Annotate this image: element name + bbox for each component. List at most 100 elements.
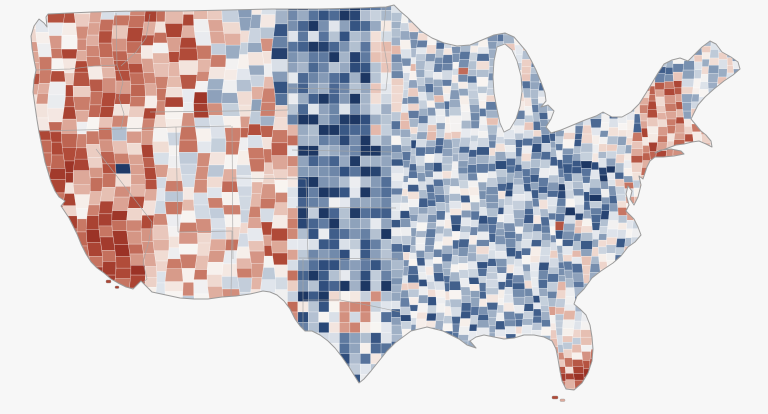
- county-cell: [709, 49, 720, 59]
- county-cell: [734, 362, 740, 371]
- county-cell: [755, 235, 764, 244]
- county-cell: [756, 36, 765, 44]
- county-cell: [655, 333, 667, 342]
- county-cell: [329, 406, 339, 414]
- county-cell: [328, 114, 340, 126]
- county-cell: [707, 265, 718, 273]
- county-cell: [435, 382, 446, 390]
- county-cell: [194, 255, 210, 270]
- state-border: [295, 206, 397, 209]
- county-cell: [31, 182, 38, 197]
- county-cell: [538, 90, 549, 98]
- county-cell: [633, 24, 641, 33]
- county-cell: [626, 25, 635, 33]
- county-cell: [349, 186, 361, 198]
- county-cell: [486, 124, 499, 135]
- county-cell: [360, 311, 371, 323]
- county-cell: [476, 53, 490, 62]
- county-cell: [193, 103, 210, 119]
- county-cell: [433, 358, 444, 367]
- county-cell: [287, 290, 299, 302]
- county-cell: [435, 26, 446, 36]
- county-cell: [273, 289, 288, 304]
- county-cell: [263, 63, 273, 77]
- county-cell: [625, 285, 635, 294]
- county-cell: [442, 362, 451, 371]
- county-cell: [656, 112, 667, 121]
- county-cell: [647, 17, 658, 26]
- county-cell: [563, 348, 573, 359]
- county-cell: [599, 310, 609, 318]
- county-cell: [522, 408, 533, 414]
- county-cell: [710, 24, 717, 33]
- county-cell: [633, 203, 641, 213]
- county-cell: [31, 208, 37, 220]
- county-cell: [400, 314, 412, 322]
- county-cell: [681, 164, 695, 173]
- county-cell: [763, 2, 768, 9]
- county-cell: [287, 62, 299, 74]
- county-cell: [88, 277, 103, 291]
- county-cell: [515, 156, 522, 165]
- county-cell: [441, 236, 453, 246]
- county-cell: [370, 155, 382, 167]
- county-cell: [663, 88, 676, 96]
- county-cell: [716, 306, 727, 314]
- county-cell: [259, 101, 276, 117]
- county-cell: [178, 139, 199, 153]
- county-cell: [328, 197, 340, 209]
- county-cell: [76, 133, 87, 149]
- county-cell: [441, 148, 453, 157]
- county-cell: [11, 357, 25, 369]
- county-cell: [548, 219, 556, 228]
- county-cell: [633, 297, 642, 308]
- county-cell: [0, 147, 10, 159]
- county-cell: [432, 86, 444, 96]
- county-cell: [624, 277, 635, 286]
- county-cell: [547, 273, 559, 283]
- county-cell: [85, 215, 100, 230]
- county-cell: [435, 137, 445, 147]
- county-cell: [452, 62, 460, 69]
- county-cell: [26, 407, 39, 414]
- county-cell: [478, 124, 488, 132]
- county-cell: [616, 193, 627, 202]
- county-cell: [402, 89, 409, 99]
- county-cell: [418, 10, 428, 18]
- county-cell: [540, 126, 550, 135]
- county-cell: [715, 266, 726, 276]
- county-cell: [237, 365, 253, 380]
- county-cell: [427, 124, 437, 132]
- county-cell: [9, 159, 27, 170]
- county-cell: [757, 123, 766, 130]
- county-cell: [487, 258, 497, 267]
- county-cell: [663, 260, 675, 268]
- county-cell: [31, 5, 40, 6]
- county-cell: [111, 196, 130, 211]
- county-cell: [515, 333, 522, 343]
- county-cell: [589, 263, 601, 273]
- county-cell: [485, 294, 499, 303]
- county-cell: [529, 81, 540, 90]
- county-cell: [457, 67, 469, 75]
- county-cell: [402, 244, 412, 253]
- county-cell: [64, 267, 74, 280]
- county-cell: [460, 378, 472, 387]
- county-cell: [538, 168, 551, 178]
- county-cell: [380, 145, 392, 157]
- county-cell: [710, 304, 718, 312]
- county-cell: [685, 406, 694, 413]
- county-cell: [450, 169, 459, 179]
- county-cell: [521, 160, 531, 170]
- county-cell: [449, 123, 462, 132]
- county-cell: [272, 303, 288, 314]
- county-cell: [250, 171, 265, 183]
- county-cell: [523, 0, 531, 4]
- county-cell: [758, 198, 765, 204]
- county-cell: [140, 130, 154, 145]
- county-cell: [647, 313, 659, 321]
- county-cell: [571, 359, 584, 367]
- county-cell: [114, 336, 131, 351]
- county-cell: [716, 127, 727, 138]
